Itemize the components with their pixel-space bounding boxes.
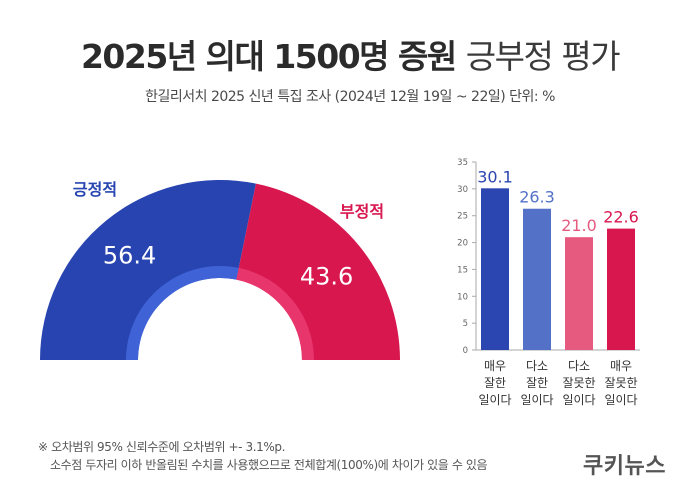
bar-1	[481, 188, 509, 350]
category-line: 다소	[526, 359, 548, 373]
footnote-line-2: 소수점 두자리 이하 반올림된 수치를 사용했으므로 전체합계(100%)에 차…	[50, 458, 488, 472]
footnote: ※ 오차범위 95% 신뢰수준에 오차범위 +- 3.1%p. 소수점 두자리 …	[38, 438, 488, 474]
category-line: 잘한	[526, 376, 548, 390]
y-tick-label: 5	[463, 319, 468, 329]
category-line: 일이다	[604, 393, 637, 407]
category-line: 일이다	[562, 393, 595, 407]
inner-ring-negative	[236, 267, 314, 360]
bar-3	[565, 237, 593, 350]
bar-value-label: 21.0	[561, 216, 597, 235]
category-line: 잘한	[484, 376, 506, 390]
label-negative: 부정적	[340, 202, 384, 221]
footnote-line-1: ※ 오차범위 95% 신뢰수준에 오차범위 +- 3.1%p.	[38, 440, 286, 454]
brand-logo: 쿠키뉴스	[583, 454, 666, 479]
bar-value-label: 26.3	[519, 188, 555, 207]
category-line: 일이다	[520, 393, 553, 407]
page-subtitle: 한길리서치 2025 신년 특집 조사 (2024년 12월 19일 ~ 22일…	[145, 89, 555, 105]
category-line: 매우	[610, 359, 632, 373]
y-tick-label: 35	[457, 158, 468, 168]
title-light: 긍부정 평가	[465, 37, 621, 76]
title-bold: 2025년 의대 1500명 증원	[80, 37, 457, 76]
bar-2	[523, 208, 551, 350]
category-line: 매우	[484, 359, 506, 373]
slice-positive	[40, 179, 256, 360]
y-tick-label: 25	[457, 212, 468, 222]
y-tick-label: 15	[457, 265, 468, 275]
slice-negative	[236, 183, 400, 360]
bar-value-label: 30.1	[477, 167, 513, 186]
y-tick-label: 0	[463, 346, 468, 356]
category-line: 일이다	[478, 393, 511, 407]
y-tick-label: 30	[457, 185, 468, 195]
category-line: 잘못한	[562, 376, 595, 390]
inner-ring-positive	[126, 266, 239, 360]
y-tick-label: 10	[457, 292, 468, 302]
label-positive: 긍정적	[73, 180, 117, 199]
category-line: 잘못한	[604, 376, 637, 390]
value-positive: 56.4	[103, 241, 156, 269]
bar-4	[607, 228, 635, 350]
value-negative: 43.6	[300, 263, 353, 291]
page-title: 2025년 의대 1500명 증원 긍부정 평가	[0, 30, 700, 78]
bar-value-label: 22.6	[603, 208, 639, 227]
y-tick-label: 20	[457, 239, 468, 249]
category-line: 다소	[568, 359, 590, 373]
